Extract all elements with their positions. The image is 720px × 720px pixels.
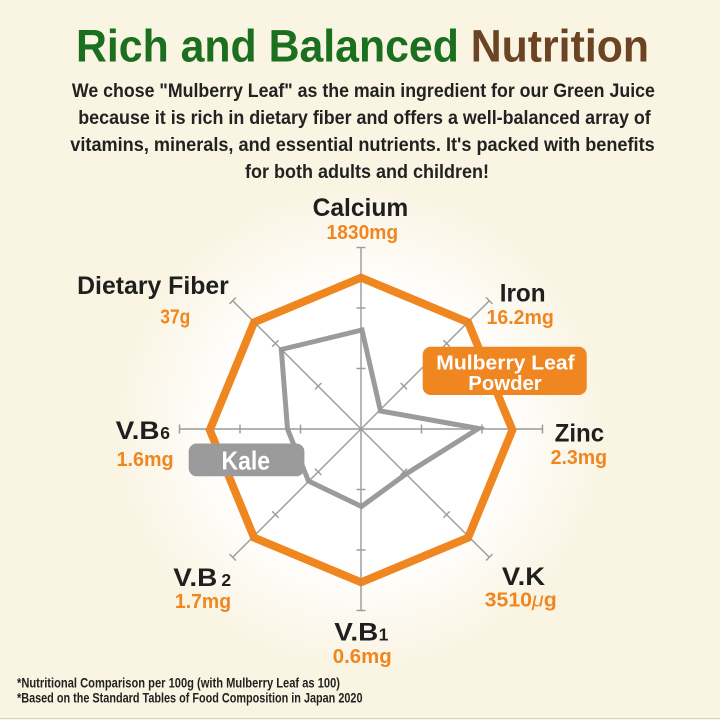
svg-text:2: 2: [221, 570, 231, 590]
svg-text:37g: 37g: [160, 307, 190, 329]
svg-text:1.6mg: 1.6mg: [117, 449, 174, 471]
svg-text:*Based on the Standard Tables: *Based on the Standard Tables of Food Co…: [17, 690, 363, 706]
svg-text:1830mg: 1830mg: [327, 222, 399, 244]
svg-text:6: 6: [160, 423, 170, 443]
svg-text:Zinc: Zinc: [555, 419, 605, 447]
svg-text:We chose "Mulberry Leaf" as th: We chose "Mulberry Leaf" as the main ing…: [72, 81, 655, 102]
svg-text:for both adults and children!: for both adults and children!: [245, 162, 489, 183]
svg-text:1: 1: [379, 624, 389, 644]
svg-text:2.3mg: 2.3mg: [551, 447, 608, 469]
svg-text:because it is rich in dietary: because it is rich in dietary fiber and …: [78, 108, 651, 129]
svg-text:Dietary Fiber: Dietary Fiber: [77, 272, 229, 300]
svg-text:16.2mg: 16.2mg: [487, 307, 554, 329]
svg-text:Iron: Iron: [500, 280, 546, 308]
svg-text:V.B: V.B: [173, 564, 217, 592]
svg-text:Powder: Powder: [468, 373, 542, 395]
svg-text:V.B: V.B: [116, 417, 160, 445]
svg-text:Calcium: Calcium: [313, 194, 409, 222]
svg-text:*Nutritional Comparison per 10: *Nutritional Comparison per 100g (with M…: [17, 675, 340, 691]
svg-text:V.K: V.K: [502, 563, 545, 591]
svg-text:Kale: Kale: [222, 446, 271, 476]
svg-text:vitamins, minerals, and essent: vitamins, minerals, and essential nutrie…: [70, 135, 654, 156]
svg-text:V.B: V.B: [334, 618, 378, 646]
svg-text:Mulberry Leaf: Mulberry Leaf: [436, 352, 575, 374]
svg-text:Rich and Balanced Nutrition: Rich and Balanced Nutrition: [76, 20, 649, 71]
svg-text:1.7mg: 1.7mg: [175, 591, 231, 613]
svg-text:0.6mg: 0.6mg: [333, 646, 392, 668]
